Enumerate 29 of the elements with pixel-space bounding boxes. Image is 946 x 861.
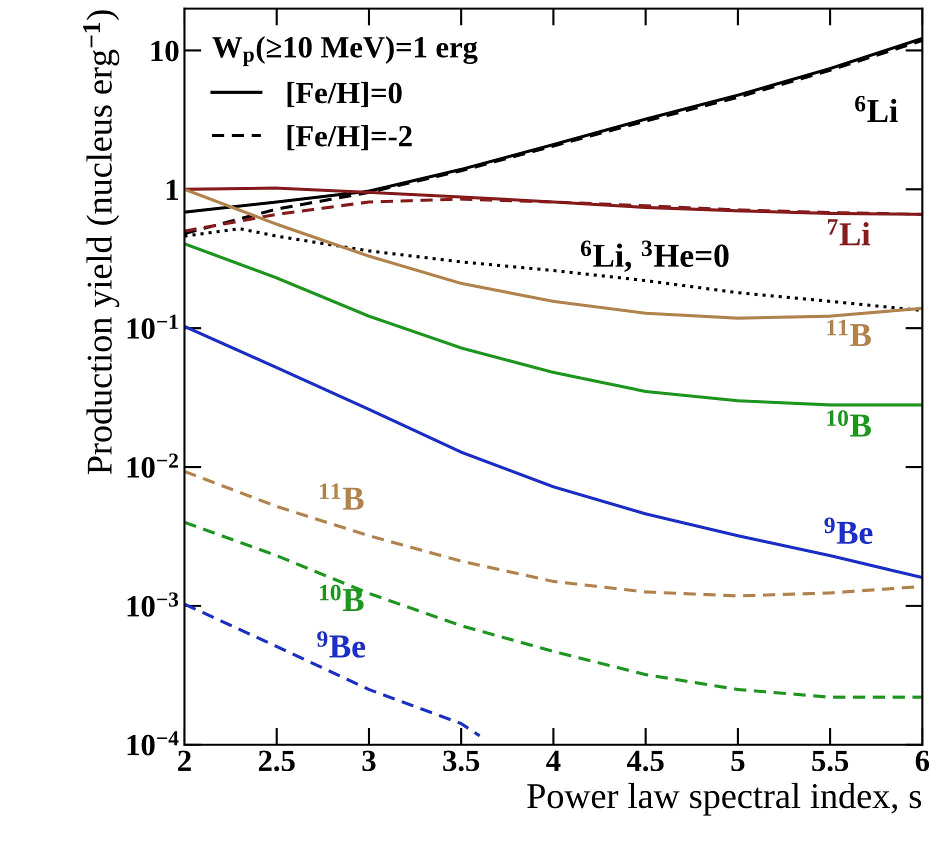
legend-title: W$_{p}$(≥10 MeV)=1 erg [212,36,478,66]
x-tick-label: 6 [916,750,930,772]
annotation: $^{6}$Li [855,96,898,122]
series-label: $^{9}$Be [824,518,872,544]
series-label: $^{11}$B [827,320,871,346]
x-tick-label: 3.5 [443,750,480,772]
y-tick-label: 10$^{−3}$ [128,592,178,617]
x-tick-label: 3 [362,750,376,772]
y-axis-title: Production yield (nucleus erg$^{−1}$) [83,10,120,474]
series-label: $^{7}$Li [828,219,870,246]
series-label: $^{10}$B [320,584,364,612]
series-label: $^{11}$B [320,483,364,510]
y-tick-label: 10$^{−2}$ [128,453,178,478]
legend-label: [Fe/H]=-2 [288,125,412,150]
x-tick-label: 5.5 [812,750,848,772]
y-tick-label: 10$^{−1}$ [128,314,178,339]
y-tick-label: 10 [152,40,178,62]
x-axis-title: Power law spectral index, s [527,782,922,816]
x-tick-label: 4.5 [626,750,664,772]
x-tick-label: 5 [731,750,744,772]
legend-label: [Fe/H]=0 [288,82,402,108]
series-label: $^{9}$Be [317,631,366,658]
x-tick-label: 2.5 [258,750,295,772]
series-label: $^{10}$B [827,410,871,437]
series-label: $^{6}$Li, $^{3}$He=0 [580,240,729,272]
x-tick-label: 4 [546,750,560,771]
y-tick-label: 1 [166,180,178,200]
y-tick-label: 10$^{−4}$ [128,731,179,756]
x-tick-label: 2 [178,750,191,771]
